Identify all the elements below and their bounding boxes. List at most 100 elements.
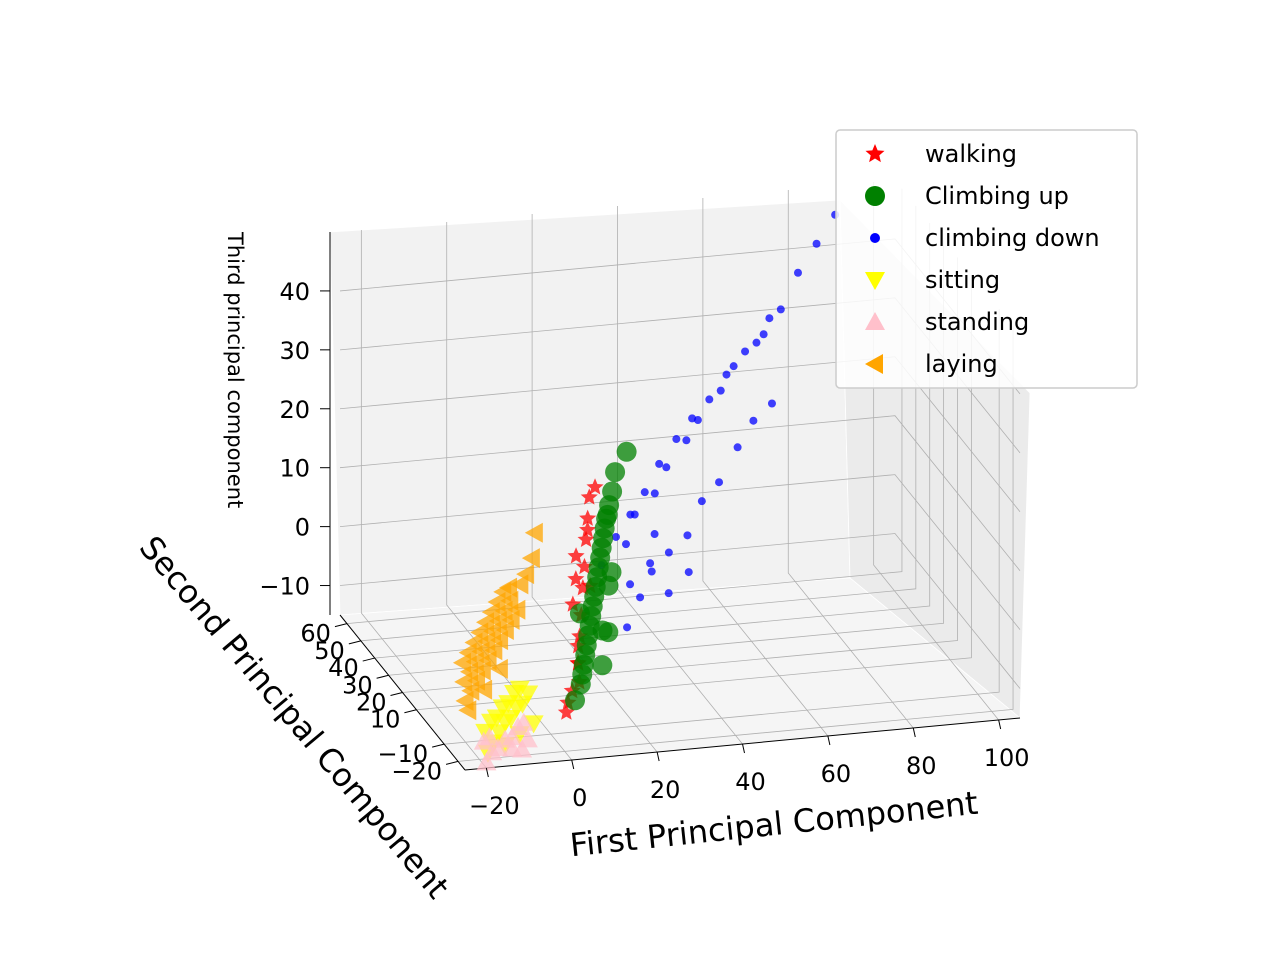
data-point <box>575 557 594 575</box>
y-tick-label: 40 <box>328 654 359 682</box>
ticks-layer: −20 0 20 40 60 80 100−20−10102030405060−100102… <box>259 278 1029 820</box>
data-point <box>591 537 612 558</box>
data-point <box>672 435 681 444</box>
data-point <box>577 530 595 548</box>
x-gridline <box>360 230 487 769</box>
data-point <box>502 727 523 746</box>
data-point <box>636 593 645 602</box>
data-point <box>458 700 477 721</box>
data-point <box>488 611 507 632</box>
x-tick-mark <box>912 727 916 738</box>
legend: walking Climbing up climbing down sitting st… <box>835 129 1138 389</box>
data-point <box>521 548 540 569</box>
data-point <box>579 509 597 526</box>
data-point <box>567 570 585 587</box>
data-point <box>516 564 535 585</box>
data-point <box>749 416 758 425</box>
data-point <box>611 532 620 541</box>
data-point <box>495 619 514 640</box>
series-laying <box>452 522 543 721</box>
data-point <box>765 314 774 323</box>
data-point <box>602 481 623 502</box>
data-point <box>767 399 776 408</box>
legend-items: walking Climbing up climbing down sitting st… <box>865 140 1100 378</box>
data-point <box>474 679 493 700</box>
data-point <box>697 497 706 506</box>
y-gridline <box>444 309 1000 745</box>
data-point <box>510 574 529 595</box>
x-tick-label: −20 <box>469 792 520 820</box>
data-point <box>501 609 520 630</box>
data-point <box>513 712 534 731</box>
data-point <box>483 621 502 642</box>
legend-label: climbing down <box>925 224 1100 252</box>
data-point <box>579 521 597 538</box>
data-point <box>664 589 673 598</box>
data-point <box>812 239 821 248</box>
x-tick-mark <box>656 751 660 762</box>
data-point <box>565 690 586 711</box>
data-point <box>597 504 618 525</box>
y-tick-mark <box>348 640 361 645</box>
z-tick-label: −10 <box>259 573 310 601</box>
data-point <box>524 522 543 543</box>
data-point <box>640 488 649 497</box>
data-point <box>655 459 664 468</box>
data-point <box>569 603 590 624</box>
data-point <box>705 395 714 404</box>
data-point <box>601 562 622 583</box>
legend-label: walking <box>925 140 1017 168</box>
data-point <box>573 654 594 675</box>
data-point <box>567 547 585 564</box>
data-point <box>509 680 530 699</box>
series-standing <box>473 712 538 771</box>
x-tick-mark <box>485 767 489 778</box>
data-point <box>484 640 503 661</box>
data-point <box>647 567 656 576</box>
points-layer <box>452 210 840 771</box>
x-tick-label: 0 <box>572 784 587 812</box>
y-tick-mark <box>362 657 375 662</box>
legend-marker <box>865 144 885 163</box>
data-point <box>452 652 471 673</box>
data-point <box>454 671 473 692</box>
data-point <box>776 305 785 314</box>
data-point <box>616 441 637 462</box>
z-tick-label: 0 <box>295 514 310 542</box>
data-point <box>461 680 480 701</box>
data-point <box>512 739 533 758</box>
data-point <box>477 631 496 652</box>
data-point <box>489 658 508 679</box>
data-point <box>693 416 702 425</box>
x-tick-label: 20 <box>650 776 681 804</box>
data-point <box>487 591 506 612</box>
legend-label: Climbing up <box>925 182 1069 210</box>
data-point <box>459 661 478 682</box>
z-gridline <box>339 415 1021 571</box>
data-point <box>494 600 513 621</box>
z-gridline <box>339 474 1021 630</box>
x-tick-mark <box>742 743 745 754</box>
y-gridline <box>458 326 1014 762</box>
data-point <box>471 641 490 662</box>
data-point <box>592 655 613 676</box>
data-point <box>664 548 673 557</box>
data-point <box>630 510 639 519</box>
data-point <box>650 489 659 498</box>
x-gridline <box>531 214 658 753</box>
data-point <box>793 268 802 277</box>
data-point <box>470 622 489 643</box>
x-gridline <box>702 198 829 737</box>
series-climbing-up <box>565 441 637 711</box>
data-point <box>475 612 494 633</box>
x-tick-mark <box>571 759 575 770</box>
data-point <box>598 622 619 643</box>
data-point <box>623 623 632 632</box>
z-gridline <box>339 533 1021 689</box>
y-tick-label: 20 <box>356 689 387 717</box>
x-tick-label: 40 <box>735 768 766 796</box>
data-point <box>490 630 509 651</box>
data-point <box>478 650 497 671</box>
y-gridline <box>416 274 972 711</box>
data-point <box>733 443 742 452</box>
